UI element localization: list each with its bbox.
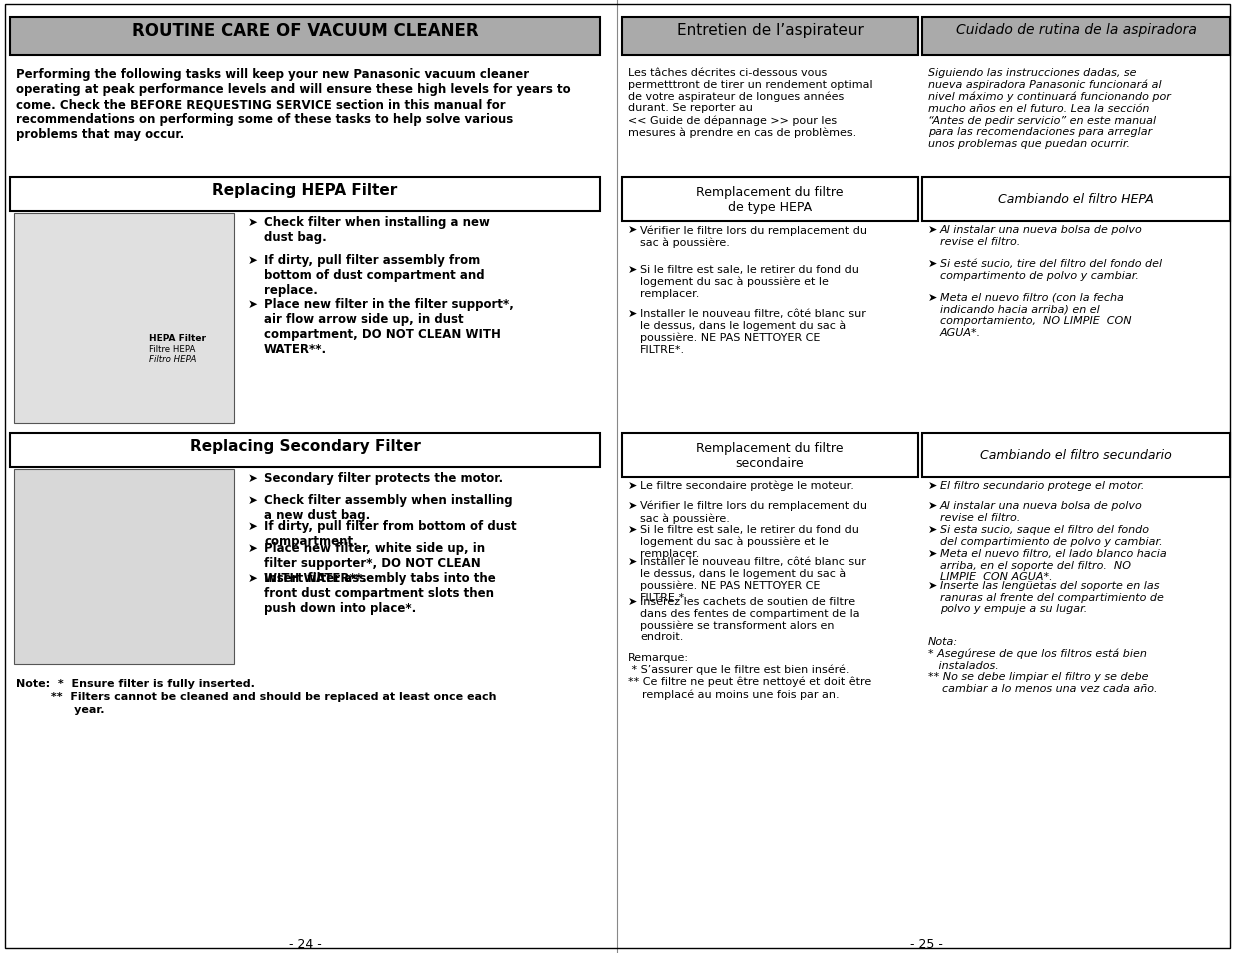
Bar — [10, 434, 600, 468]
Text: ➤: ➤ — [927, 580, 937, 590]
Text: Performing the following tasks will keep your new Panasonic vacuum cleaner
opera: Performing the following tasks will keep… — [16, 68, 571, 141]
Text: Secondary filter protects the motor.: Secondary filter protects the motor. — [264, 472, 503, 484]
Text: ➤: ➤ — [927, 524, 937, 535]
Bar — [14, 470, 233, 664]
Text: ➤: ➤ — [927, 548, 937, 558]
Text: ➤: ➤ — [248, 297, 258, 311]
Text: ROUTINE CARE OF VACUUM CLEANER: ROUTINE CARE OF VACUUM CLEANER — [132, 22, 478, 40]
Text: Replacing HEPA Filter: Replacing HEPA Filter — [212, 183, 398, 198]
Text: Si le filtre est sale, le retirer du fond du
logement du sac à poussière et le
r: Si le filtre est sale, le retirer du fon… — [640, 265, 858, 298]
Text: Inserte las lengüetas del soporte en las
ranuras al frente del compartimiento de: Inserte las lengüetas del soporte en las… — [940, 580, 1163, 614]
Text: Filtre HEPA: Filtre HEPA — [149, 345, 195, 354]
Text: Filtro HEPA: Filtro HEPA — [149, 355, 196, 364]
Text: - 25 -: - 25 - — [909, 937, 942, 950]
Text: ➤: ➤ — [248, 572, 258, 584]
Text: Siguiendo las instrucciones dadas, se
nueva aspiradora Panasonic funcionará al
n: Siguiendo las instrucciones dadas, se nu… — [927, 68, 1171, 149]
Bar — [10, 178, 600, 212]
Text: ➤: ➤ — [629, 225, 637, 234]
Text: ➤: ➤ — [927, 293, 937, 303]
Bar — [622, 178, 918, 222]
Text: Place new filter in the filter support*,
air flow arrow side up, in dust
compart: Place new filter in the filter support*,… — [264, 297, 514, 355]
Text: Check filter when installing a new
dust bag.: Check filter when installing a new dust … — [264, 215, 490, 244]
Text: Entretien de l’aspirateur: Entretien de l’aspirateur — [677, 23, 863, 37]
Text: ➤: ➤ — [629, 500, 637, 511]
Text: Si esta sucio, saque el filtro del fondo
del compartimiento de polvo y cambiar.: Si esta sucio, saque el filtro del fondo… — [940, 524, 1162, 546]
Text: ➤: ➤ — [248, 253, 258, 267]
Text: Replacing Secondary Filter: Replacing Secondary Filter — [189, 438, 420, 454]
Text: Al instalar una nueva bolsa de polvo
revise el filtro.: Al instalar una nueva bolsa de polvo rev… — [940, 500, 1142, 522]
Bar — [923, 178, 1230, 222]
Text: Cuidado de rutina de la aspiradora: Cuidado de rutina de la aspiradora — [956, 23, 1197, 37]
Text: El filtro secundario protege el motor.: El filtro secundario protege el motor. — [940, 480, 1145, 491]
Text: Insérez les cachets de soutien de filtre
dans des fentes de compartiment de la
p: Insérez les cachets de soutien de filtre… — [640, 597, 860, 641]
Text: Si esté sucio, tire del filtro del fondo del
compartimento de polvo y cambiar.: Si esté sucio, tire del filtro del fondo… — [940, 258, 1162, 280]
Text: Al instalar una nueva bolsa de polvo
revise el filtro.: Al instalar una nueva bolsa de polvo rev… — [940, 225, 1142, 246]
Text: Si le filtre est sale, le retirer du fond du
logement du sac à poussière et le
r: Si le filtre est sale, le retirer du fon… — [640, 524, 858, 558]
Text: ➤: ➤ — [629, 480, 637, 491]
Text: Nota:
* Asegúrese de que los filtros está bien
   instalados.
** No se debe limp: Nota: * Asegúrese de que los filtros est… — [927, 637, 1157, 693]
Text: Remplacement du filtre
de type HEPA: Remplacement du filtre de type HEPA — [697, 186, 844, 213]
Text: Check filter assembly when installing
a new dust bag.: Check filter assembly when installing a … — [264, 494, 513, 521]
Text: **  Filters cannot be cleaned and should be replaced at least once each: ** Filters cannot be cleaned and should … — [16, 691, 496, 701]
Text: Installer le nouveau filtre, côté blanc sur
le dessus, dans le logement du sac à: Installer le nouveau filtre, côté blanc … — [640, 557, 866, 602]
Text: Meta el nuevo filtro (con la fecha
indicando hacia arriba) en el
comportamiento,: Meta el nuevo filtro (con la fecha indic… — [940, 293, 1131, 337]
Text: ➤: ➤ — [629, 309, 637, 318]
Text: ➤: ➤ — [248, 519, 258, 533]
Text: ➤: ➤ — [629, 524, 637, 535]
Text: ➤: ➤ — [248, 215, 258, 229]
Text: Remarque:
 * S’assurer que le filtre est bien inséré.
** Ce filtre ne peut être : Remarque: * S’assurer que le filtre est … — [629, 652, 871, 699]
Text: Note:  *  Ensure filter is fully inserted.: Note: * Ensure filter is fully inserted. — [16, 679, 254, 688]
Text: ➤: ➤ — [927, 258, 937, 269]
Bar — [10, 18, 600, 56]
Text: Insert filter assembly tabs into the
front dust compartment slots then
push down: Insert filter assembly tabs into the fro… — [264, 572, 495, 615]
Text: ➤: ➤ — [927, 480, 937, 491]
Text: ➤: ➤ — [629, 557, 637, 566]
Text: If dirty, pull filter from bottom of dust
compartment.: If dirty, pull filter from bottom of dus… — [264, 519, 516, 547]
Bar — [14, 213, 233, 423]
Text: Meta el nuevo filtro, el lado blanco hacia
arriba, en el soporte del filtro.  NO: Meta el nuevo filtro, el lado blanco hac… — [940, 548, 1167, 581]
Text: Cambiando el filtro HEPA: Cambiando el filtro HEPA — [998, 193, 1153, 206]
Text: HEPA Filter: HEPA Filter — [149, 334, 206, 343]
Text: Les tâches décrites ci-dessous vous
permetttront de tirer un rendement optimal
d: Les tâches décrites ci-dessous vous perm… — [629, 68, 873, 137]
Text: Installer le nouveau filtre, côté blanc sur
le dessus, dans le logement du sac à: Installer le nouveau filtre, côté blanc … — [640, 309, 866, 355]
Text: Place new filter, white side up, in
filter supporter*, DO NOT CLEAN
WITH WATER**: Place new filter, white side up, in filt… — [264, 541, 485, 584]
Bar — [923, 18, 1230, 56]
Text: Remplacement du filtre
secondaire: Remplacement du filtre secondaire — [697, 441, 844, 470]
Text: ➤: ➤ — [248, 541, 258, 555]
Text: Vérifier le filtre lors du remplacement du
sac à poussière.: Vérifier le filtre lors du remplacement … — [640, 500, 867, 523]
Bar — [622, 18, 918, 56]
Text: Le filtre secondaire protège le moteur.: Le filtre secondaire protège le moteur. — [640, 480, 853, 491]
Text: Vérifier le filtre lors du remplacement du
sac à poussière.: Vérifier le filtre lors du remplacement … — [640, 225, 867, 248]
Text: ➤: ➤ — [927, 500, 937, 511]
Text: ➤: ➤ — [927, 225, 937, 234]
Text: ➤: ➤ — [629, 265, 637, 274]
Bar — [923, 434, 1230, 477]
Text: ➤: ➤ — [629, 597, 637, 606]
Text: Cambiando el filtro secundario: Cambiando el filtro secundario — [981, 449, 1172, 461]
Bar — [622, 434, 918, 477]
Text: ➤: ➤ — [248, 472, 258, 484]
Text: If dirty, pull filter assembly from
bottom of dust compartment and
replace.: If dirty, pull filter assembly from bott… — [264, 253, 484, 296]
Text: year.: year. — [16, 704, 105, 714]
Text: - 24 -: - 24 - — [289, 937, 321, 950]
Text: ➤: ➤ — [248, 494, 258, 506]
